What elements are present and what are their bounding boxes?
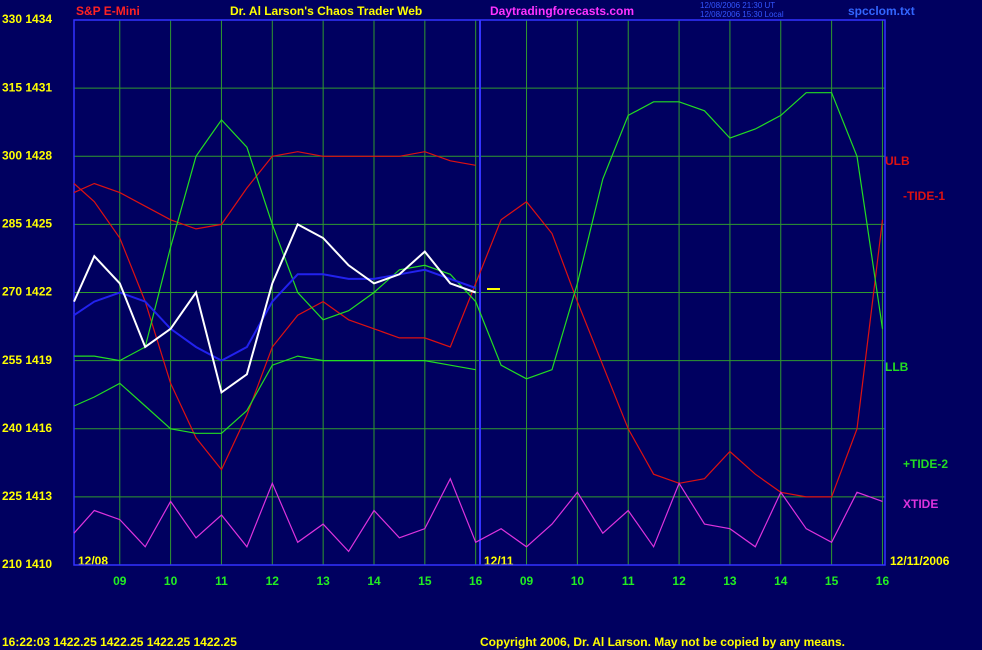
x-tick-label: 10 (164, 574, 178, 588)
series-line (73, 268, 477, 362)
y-tick-label: 270 1422 (2, 285, 52, 299)
copyright: Copyright 2006, Dr. Al Larson. May not b… (480, 635, 845, 649)
x-tick-label: 13 (723, 574, 737, 588)
y-tick-label: 330 1434 (2, 12, 52, 26)
x-tick-label: 11 (215, 574, 228, 588)
series-label: ULB (885, 154, 910, 168)
x-tick-label: 09 (113, 574, 127, 588)
day-label: 12/11 (484, 554, 514, 568)
series-line (73, 477, 883, 553)
x-tick-label: 16 (876, 574, 890, 588)
series-label: XTIDE (903, 497, 938, 511)
series-label: -TIDE-1 (903, 189, 945, 203)
x-tick-label: 14 (774, 574, 788, 588)
x-tick-label: 15 (825, 574, 839, 588)
y-tick-label: 225 1413 (2, 489, 52, 503)
y-tick-label: 255 1419 (2, 353, 52, 367)
x-tick-label: 16 (469, 574, 483, 588)
x-tick-label: 14 (367, 574, 381, 588)
x-tick-label: 09 (520, 574, 534, 588)
series-label: LLB (885, 360, 909, 374)
x-tick-label: 15 (418, 574, 432, 588)
series-line (73, 355, 476, 434)
series-line (74, 92, 884, 380)
y-tick-label: 285 1425 (2, 217, 52, 231)
x-tick-label: 12 (266, 574, 280, 588)
x-tick-label: 13 (316, 574, 330, 588)
website: Daytradingforecasts.com (490, 4, 634, 18)
series-line (73, 223, 477, 395)
x-tick-label: 11 (622, 574, 635, 588)
y-tick-label: 315 1431 (2, 80, 52, 94)
y-tick-label: 210 1410 (2, 557, 52, 571)
day-label: 12/11/2006 (890, 554, 950, 568)
timestamp: 12/08/2006 15:30 Local (700, 10, 784, 19)
x-tick-label: 10 (571, 574, 585, 588)
series-label: +TIDE-2 (903, 457, 948, 471)
y-tick-label: 240 1416 (2, 421, 52, 435)
instrument: S&P E-Mini (76, 4, 140, 18)
series-line (73, 151, 476, 230)
y-tick-label: 300 1428 (2, 148, 52, 162)
x-tick-label: 12 (672, 574, 686, 588)
series-line (73, 183, 884, 498)
day-label: 12/08 (78, 554, 108, 568)
status-line: 16:22:03 1422.25 1422.25 1422.25 1422.25 (2, 635, 237, 649)
chart-title: Dr. Al Larson's Chaos Trader Web (230, 4, 422, 18)
file-name: spcclom.txt (848, 4, 915, 18)
timestamp: 12/08/2006 21:30 UT (700, 1, 775, 10)
